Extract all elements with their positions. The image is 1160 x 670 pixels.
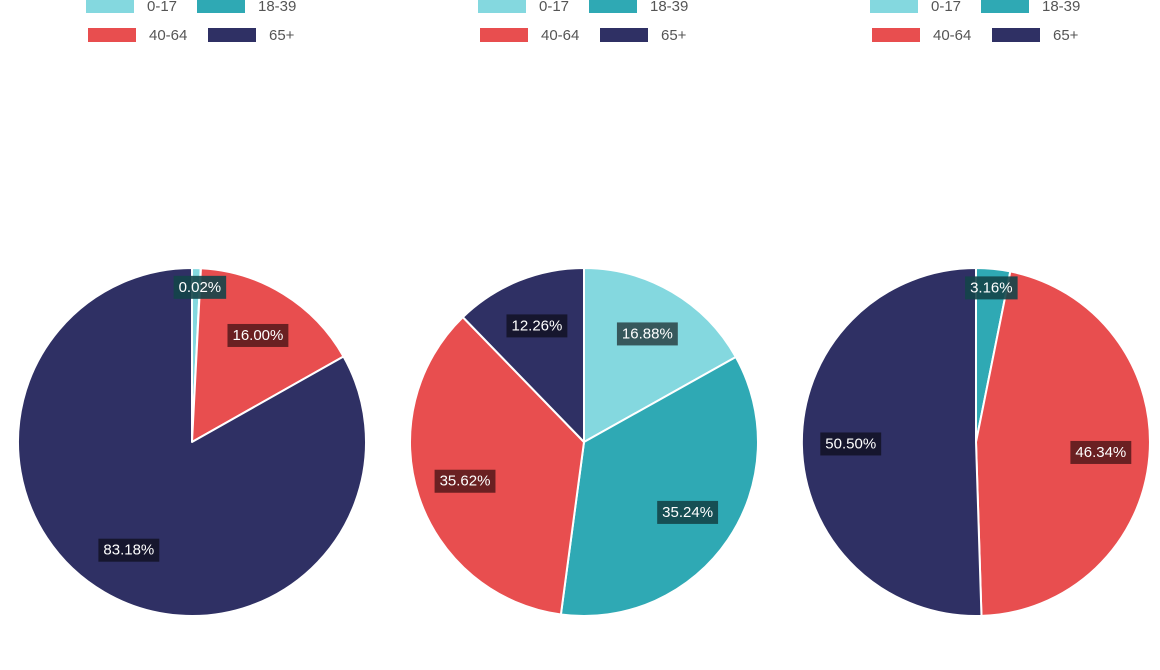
legend-swatch bbox=[88, 28, 136, 42]
legend-item-65-plus[interactable]: 65+ bbox=[208, 25, 294, 45]
legend-swatch bbox=[600, 28, 648, 42]
slice-percent-label: 16.00% bbox=[227, 323, 289, 347]
slice-percent-label: 35.24% bbox=[657, 500, 719, 524]
legend-swatch bbox=[480, 28, 528, 42]
slice-percent-label: 35.62% bbox=[434, 469, 496, 493]
legend-swatch bbox=[981, 0, 1029, 13]
legend-item-40-64[interactable]: 40-64 bbox=[480, 25, 579, 45]
legend-label: 40-64 bbox=[541, 26, 580, 44]
legend-label: 0-17 bbox=[147, 0, 178, 15]
pie-chart-1: 0.02% 16.00% 83.18% bbox=[16, 267, 367, 617]
slice-percent-label: 83.18% bbox=[98, 538, 160, 562]
legend-swatch bbox=[478, 0, 526, 13]
legend-label: 18-39 bbox=[258, 0, 297, 15]
legend-label: 18-39 bbox=[1042, 0, 1081, 15]
legend-item-0-17[interactable]: 0-17 bbox=[478, 0, 569, 16]
pie-slice-65-plus[interactable] bbox=[16, 267, 367, 617]
slice-percent-text: 83.18% bbox=[103, 542, 154, 559]
pie-chart-2: 16.88% 35.24% 35.62% 12.26% bbox=[408, 267, 759, 617]
slice-percent-label: 0.02% bbox=[173, 275, 227, 299]
legend-item-18-39[interactable]: 18-39 bbox=[197, 0, 296, 16]
legend-label: 65+ bbox=[661, 26, 687, 44]
pie-slice-65-plus[interactable] bbox=[461, 267, 585, 443]
pie-chart-panel-1: 0-17 18-39 40-64 65+ 0.02% 16.00% 83.18% bbox=[0, 0, 380, 670]
legend-item-65-plus[interactable]: 65+ bbox=[600, 25, 686, 45]
legend-item-65-plus[interactable]: 65+ bbox=[992, 25, 1078, 45]
slice-percent-label: 16.88% bbox=[616, 322, 678, 346]
legend-item-18-39[interactable]: 18-39 bbox=[981, 0, 1080, 16]
pie-chart-3: 3.16% 46.34% 50.50% bbox=[800, 267, 1151, 617]
legend-swatch bbox=[870, 0, 918, 13]
slice-percent-text: 12.26% bbox=[511, 317, 562, 334]
slice-percent-text: 3.16% bbox=[970, 279, 1013, 296]
legend-swatch bbox=[86, 0, 134, 13]
legend-item-0-17[interactable]: 0-17 bbox=[870, 0, 961, 16]
legend-swatch bbox=[197, 0, 245, 13]
legend-item-0-17[interactable]: 0-17 bbox=[86, 0, 177, 16]
legend-label: 65+ bbox=[1053, 26, 1079, 44]
legend-item-40-64[interactable]: 40-64 bbox=[88, 25, 187, 45]
legend-label: 0-17 bbox=[539, 0, 570, 15]
legend-swatch bbox=[208, 28, 256, 42]
legend-label: 40-64 bbox=[149, 26, 188, 44]
slice-percent-text: 16.00% bbox=[232, 327, 283, 344]
legend-label: 65+ bbox=[269, 26, 295, 44]
chart-legend: 0-17 18-39 40-64 65+ bbox=[784, 0, 1160, 60]
legend-item-40-64[interactable]: 40-64 bbox=[872, 25, 971, 45]
pie-slice-0-17[interactable] bbox=[583, 267, 737, 443]
legend-swatch bbox=[872, 28, 920, 42]
legend-swatch bbox=[992, 28, 1040, 42]
slice-percent-text: 46.34% bbox=[1075, 444, 1126, 461]
slice-percent-text: 35.62% bbox=[440, 473, 491, 490]
slice-percent-label: 12.26% bbox=[506, 314, 568, 338]
chart-legend: 0-17 18-39 40-64 65+ bbox=[392, 0, 772, 60]
pie-chart-panel-3: 0-17 18-39 40-64 65+ 3.16% 46.34% 50.50% bbox=[784, 0, 1160, 670]
legend-label: 40-64 bbox=[933, 26, 972, 44]
legend-label: 0-17 bbox=[931, 0, 962, 15]
slice-percent-label: 3.16% bbox=[965, 276, 1018, 300]
legend-swatch bbox=[589, 0, 637, 13]
slice-percent-label: 50.50% bbox=[820, 432, 882, 456]
slice-percent-text: 16.88% bbox=[622, 325, 673, 342]
chart-legend: 0-17 18-39 40-64 65+ bbox=[0, 0, 380, 60]
pie-slice-40-64[interactable] bbox=[975, 270, 1151, 617]
slice-percent-text: 0.02% bbox=[179, 279, 222, 296]
slice-percent-text: 50.50% bbox=[825, 435, 876, 452]
slice-percent-label: 46.34% bbox=[1070, 440, 1132, 464]
legend-label: 18-39 bbox=[650, 0, 689, 15]
pie-slice-40-64[interactable] bbox=[191, 267, 345, 443]
pie-slice-65-plus[interactable] bbox=[800, 267, 983, 617]
pie-chart-panel-2: 0-17 18-39 40-64 65+ 16.88% 35.24% 35.62% 1… bbox=[392, 0, 772, 670]
slice-percent-text: 35.24% bbox=[662, 504, 713, 521]
pie-slice-18-39[interactable] bbox=[559, 356, 759, 617]
pie-slice-40-64[interactable] bbox=[408, 316, 585, 616]
legend-item-18-39[interactable]: 18-39 bbox=[589, 0, 688, 16]
